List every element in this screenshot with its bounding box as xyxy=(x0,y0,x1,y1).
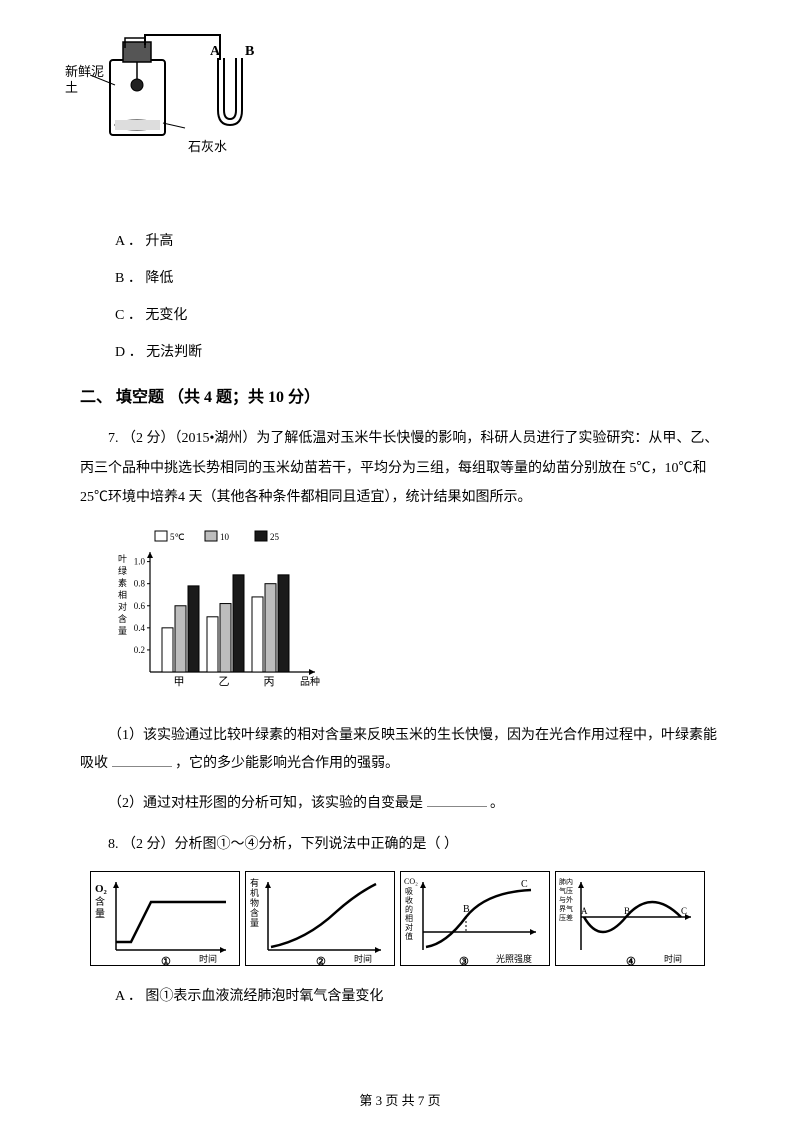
svg-text:B: B xyxy=(624,906,630,916)
q7-sub2-tail: 。 xyxy=(490,796,504,811)
svg-text:光照强度: 光照强度 xyxy=(496,953,532,964)
option-c: C ． 无变化 xyxy=(115,303,720,328)
q7-sub1-tail: ，它的多少能影响光合作用的强弱。 xyxy=(175,756,399,771)
q7-bar-chart: 5℃ 10 25 0.2 0.4 0.6 0.8 1.0 叶绿素相对含量甲 乙 丙 品种 xyxy=(110,527,720,706)
blank-1[interactable] xyxy=(112,753,172,767)
svg-text:值: 值 xyxy=(405,931,413,941)
label-limewater: 石灰水 xyxy=(188,135,800,158)
option-b: B ． 降低 xyxy=(115,266,720,291)
apparatus-diagram: A B 新鲜泥土 石灰水 xyxy=(90,30,720,214)
svg-text:品种: 品种 xyxy=(300,675,320,688)
option-a: A ． 升高 xyxy=(115,229,720,254)
page-footer: 第 3 页 共 7 页 xyxy=(0,1089,800,1112)
svg-text:C: C xyxy=(521,879,528,890)
svg-text:时间: 时间 xyxy=(199,953,217,964)
svg-text:甲: 甲 xyxy=(174,676,185,688)
label-fresh-soil: 新鲜泥土 xyxy=(65,64,115,95)
svg-text:对: 对 xyxy=(118,601,127,612)
svg-text:收: 收 xyxy=(405,895,413,905)
svg-text:①: ① xyxy=(161,956,171,967)
option-d: D ． 无法判断 xyxy=(115,340,720,365)
svg-text:CO₂: CO₂ xyxy=(404,877,418,886)
q8-option-a: A ． 图①表示血液流经肺泡时氧气含量变化 xyxy=(115,984,720,1009)
svg-text:0.2: 0.2 xyxy=(134,645,145,655)
q7-sub2: （2）通过对柱形图的分析可知，该实验的自变最是 。 xyxy=(80,790,720,818)
svg-text:吸: 吸 xyxy=(405,887,413,896)
svg-text:机: 机 xyxy=(250,887,259,898)
svg-text:乙: 乙 xyxy=(219,675,230,688)
section-heading: 二、 填空题 （共 4 题；共 10 分） xyxy=(80,384,720,413)
svg-text:叶: 叶 xyxy=(118,554,127,564)
svg-text:的: 的 xyxy=(405,904,413,914)
svg-text:丙: 丙 xyxy=(264,676,275,688)
blank-2[interactable] xyxy=(427,793,487,807)
svg-text:量: 量 xyxy=(250,918,259,928)
svg-text:④: ④ xyxy=(626,956,636,967)
svg-text:相: 相 xyxy=(405,913,413,923)
graph-panel-1: O₂ 含 量 时间 ① xyxy=(90,871,240,966)
svg-text:量: 量 xyxy=(95,908,105,920)
q7-intro: 7. （2 分）（2015•湖州）为了解低温对玉米牛长快慢的影响，科研人员进行了… xyxy=(80,424,720,512)
svg-text:压差: 压差 xyxy=(559,913,573,922)
label-A: A xyxy=(210,44,221,59)
svg-text:素: 素 xyxy=(118,577,127,588)
svg-text:时间: 时间 xyxy=(664,953,682,964)
svg-text:B: B xyxy=(463,904,470,915)
svg-text:10: 10 xyxy=(220,532,230,542)
graph-panel-4: 肺内 气压 与外 界气 压差 A B C 时间 ④ xyxy=(555,871,705,966)
svg-text:含: 含 xyxy=(118,613,127,624)
svg-text:时间: 时间 xyxy=(354,953,372,964)
q8-graph-row: O₂ 含 量 时间 ① 有 机 物 含 量 时间 ② xyxy=(90,871,720,966)
svg-text:O₂: O₂ xyxy=(95,883,108,895)
q7-sub2-text: （2）通过对柱形图的分析可知，该实验的自变最是 xyxy=(108,796,423,811)
svg-text:物: 物 xyxy=(250,897,259,908)
svg-text:1.0: 1.0 xyxy=(134,557,146,567)
svg-text:C: C xyxy=(681,906,687,916)
svg-text:②: ② xyxy=(316,956,326,967)
label-B: B xyxy=(245,44,254,59)
svg-text:含: 含 xyxy=(95,895,105,908)
q8-intro: 8. （2 分）分析图①～④分析，下列说法中正确的是（ ） xyxy=(80,830,720,859)
svg-text:5℃: 5℃ xyxy=(170,532,185,542)
svg-text:相: 相 xyxy=(118,589,127,600)
svg-text:界气: 界气 xyxy=(559,904,573,913)
graph-panel-3: CO₂ 吸 收 的 相 对 值 B C 光照强度 ③ xyxy=(400,871,550,966)
svg-text:气压: 气压 xyxy=(559,886,573,895)
svg-text:A: A xyxy=(581,906,588,916)
svg-text:量: 量 xyxy=(118,626,127,636)
svg-text:绿: 绿 xyxy=(118,565,127,576)
svg-text:0.8: 0.8 xyxy=(134,579,146,589)
svg-text:含: 含 xyxy=(250,907,259,918)
svg-text:0.4: 0.4 xyxy=(134,623,146,633)
svg-text:与外: 与外 xyxy=(559,895,573,904)
graph-panel-2: 有 机 物 含 量 时间 ② xyxy=(245,871,395,966)
svg-text:有: 有 xyxy=(250,877,259,888)
svg-text:0.6: 0.6 xyxy=(134,601,146,611)
svg-text:25: 25 xyxy=(270,532,280,542)
svg-text:肺内: 肺内 xyxy=(559,877,573,886)
q7-sub1: （1）该实验通过比较叶绿素的相对含量来反映玉米的生长快慢，因为在光合作用过程中，… xyxy=(80,722,720,778)
svg-text:③: ③ xyxy=(459,956,469,967)
svg-text:对: 对 xyxy=(405,922,413,932)
